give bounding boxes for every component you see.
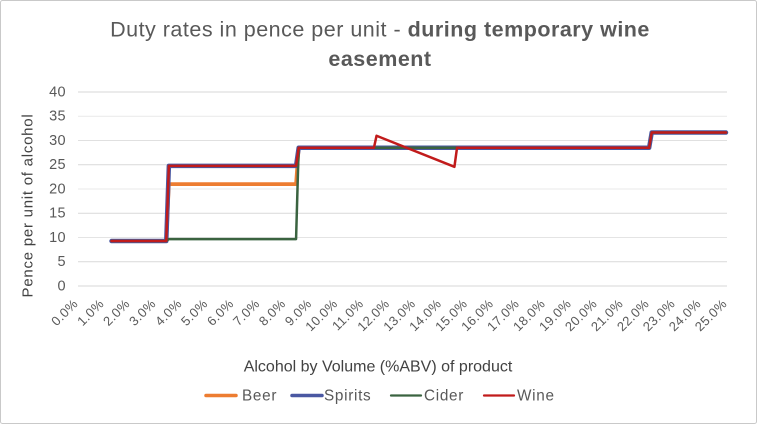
svg-text:1.0%: 1.0% [74, 296, 107, 329]
svg-text:3.0%: 3.0% [126, 296, 159, 329]
svg-text:0.0%: 0.0% [48, 296, 81, 329]
svg-text:7.0%: 7.0% [230, 296, 263, 329]
svg-text:5: 5 [58, 254, 66, 270]
svg-text:4.0%: 4.0% [152, 296, 185, 329]
svg-text:Alcohol by Volume (%ABV) of pr: Alcohol by Volume (%ABV) of product [244, 358, 513, 375]
svg-text:6.0%: 6.0% [204, 296, 237, 329]
svg-text:Wine: Wine [517, 388, 555, 405]
svg-text:40: 40 [49, 84, 66, 100]
svg-text:10: 10 [49, 230, 66, 246]
svg-text:Pence per unit of alcohol: Pence per unit of alcohol [20, 114, 37, 298]
svg-text:20: 20 [49, 181, 66, 197]
svg-text:35: 35 [49, 109, 66, 125]
svg-text:Cider: Cider [424, 388, 464, 405]
svg-text:15: 15 [49, 206, 66, 222]
svg-text:Spirits: Spirits [324, 388, 371, 405]
svg-text:Beer: Beer [242, 388, 277, 405]
svg-text:easement: easement [328, 47, 431, 71]
svg-text:Duty rates in pence per unit -: Duty rates in pence per unit - during te… [110, 18, 650, 42]
svg-text:0: 0 [58, 278, 66, 294]
svg-text:8.0%: 8.0% [256, 296, 289, 329]
svg-text:30: 30 [49, 133, 66, 149]
svg-text:5.0%: 5.0% [178, 296, 211, 329]
svg-text:2.0%: 2.0% [100, 296, 133, 329]
svg-text:25: 25 [49, 157, 66, 173]
